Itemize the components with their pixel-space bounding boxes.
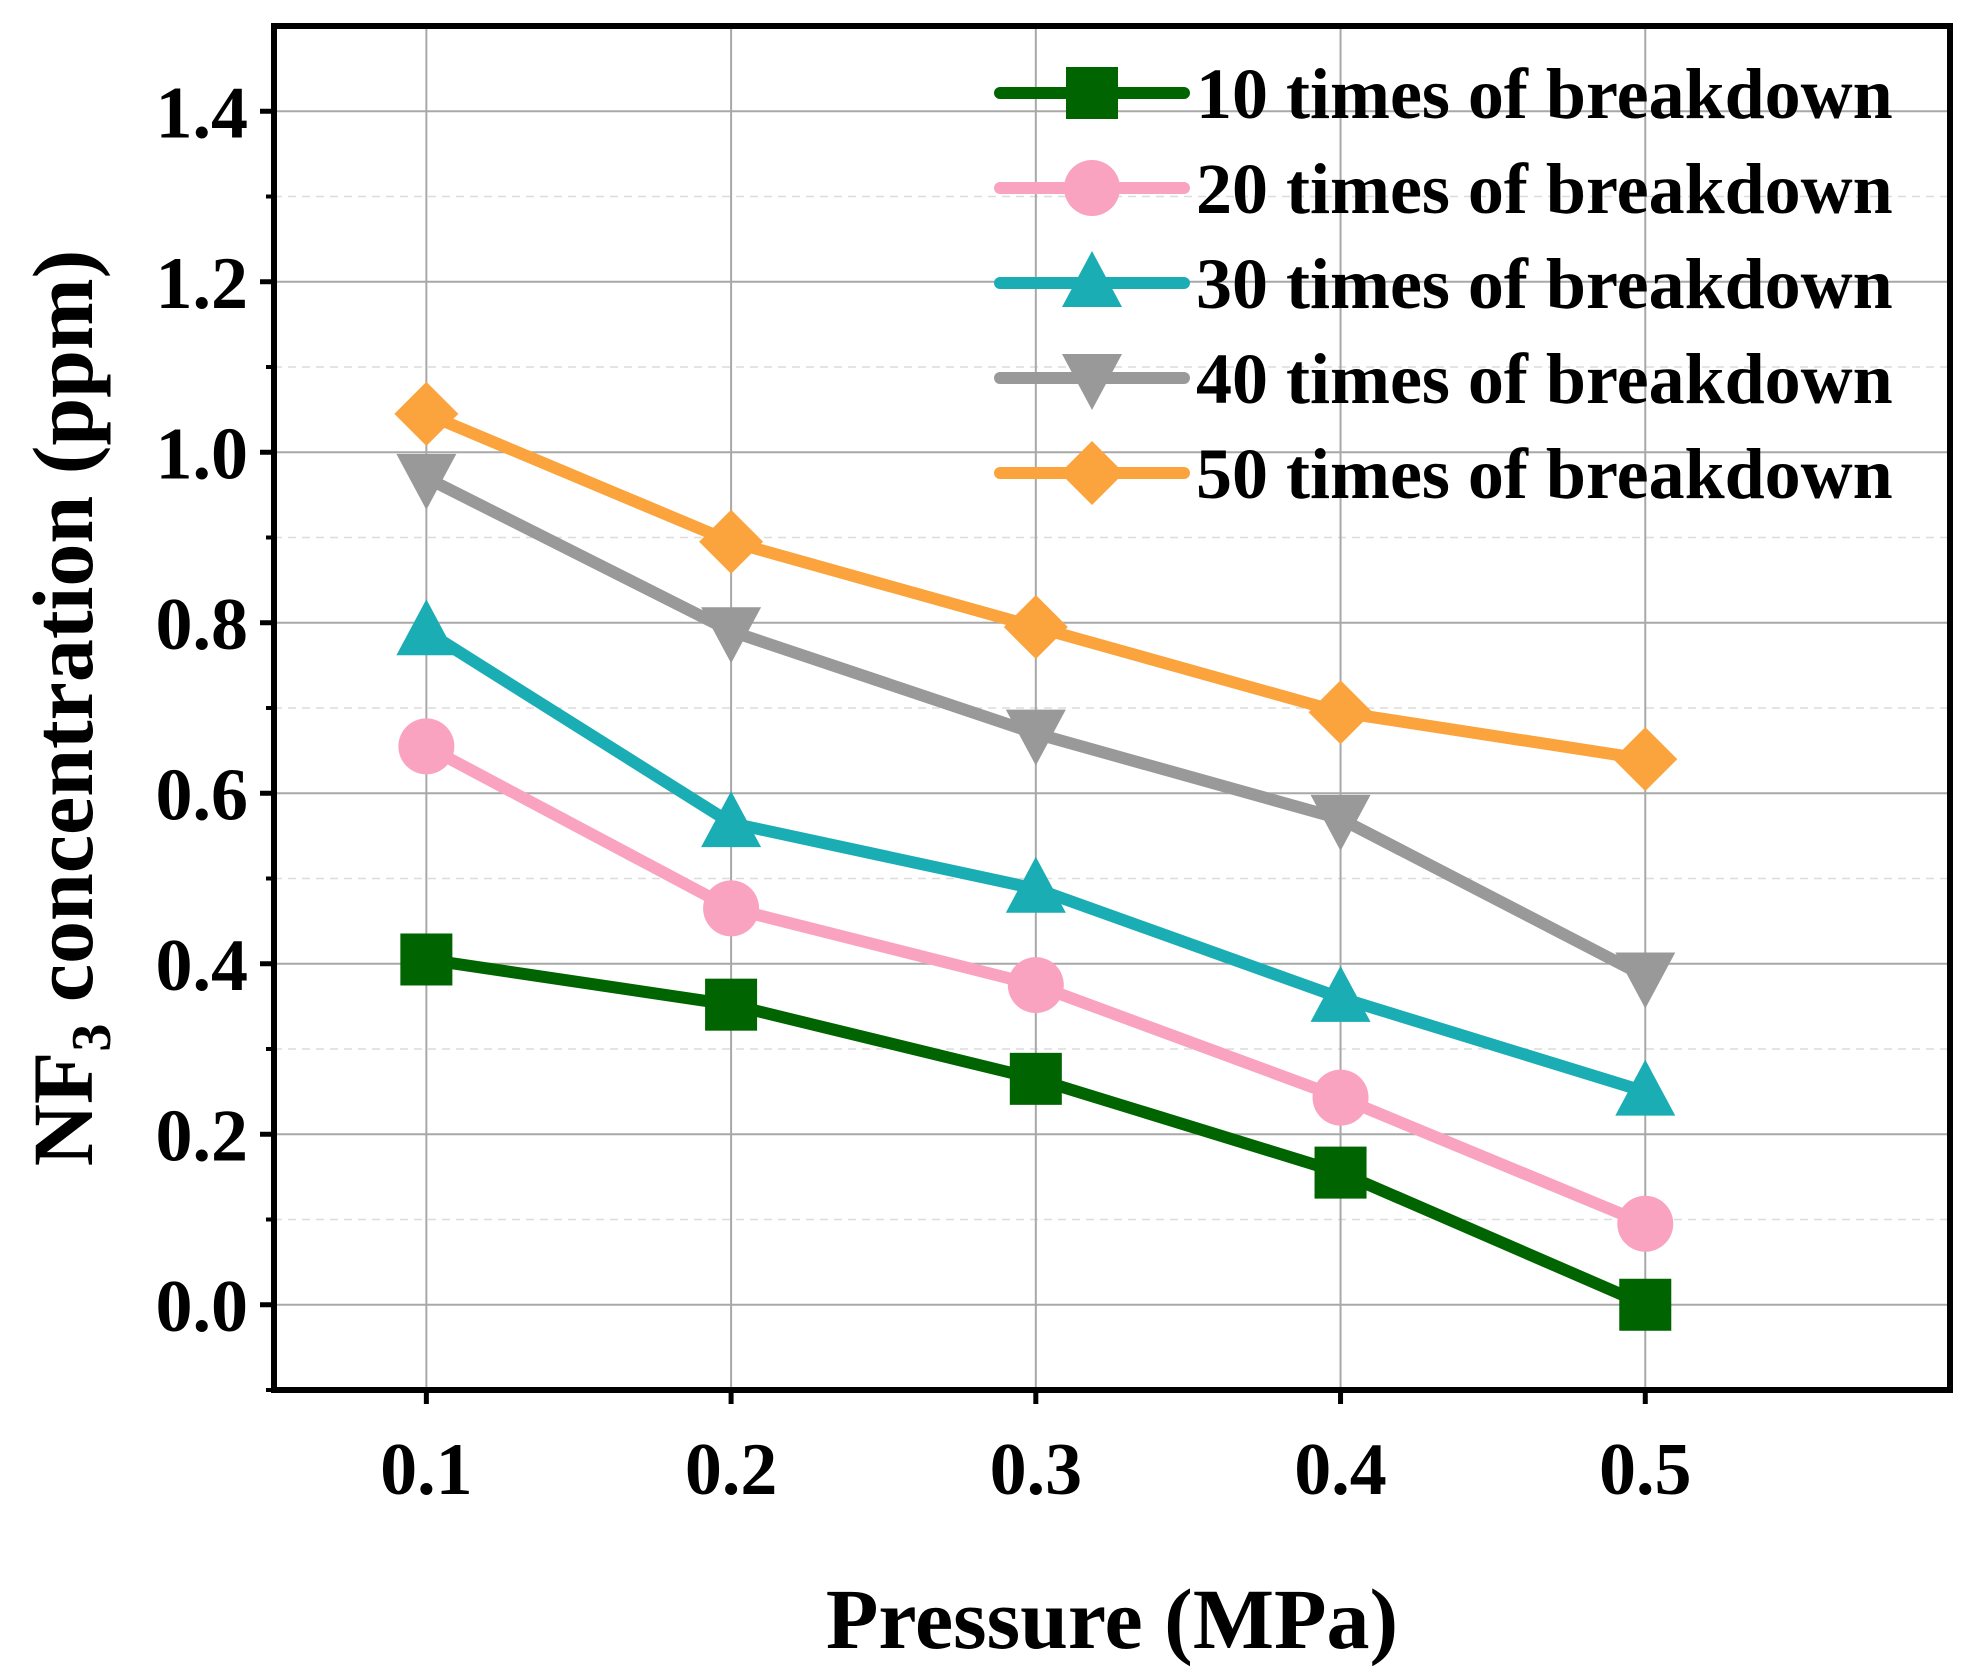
series-2 (398, 718, 1674, 1252)
y-tick-label: 1.0 (156, 413, 249, 495)
data-point (1613, 727, 1678, 792)
series-4 (396, 453, 1676, 1009)
y-tick-label: 1.2 (156, 243, 249, 325)
data-point (1312, 1069, 1369, 1126)
legend-item: 10 times of breakdown (994, 54, 1893, 134)
data-point (703, 880, 760, 937)
legend-label: 30 times of breakdown (1196, 244, 1893, 324)
x-tick-label: 0.3 (990, 1429, 1083, 1511)
y-axis-title-main: NF (15, 1052, 111, 1167)
data-point (701, 791, 762, 848)
data-point (1009, 1052, 1062, 1105)
x-tick-label: 0.2 (685, 1429, 778, 1511)
y-axis-title-subscript: 3 (61, 1024, 123, 1052)
data-point (396, 453, 457, 510)
data-point (1314, 1146, 1367, 1199)
data-point (699, 509, 764, 574)
data-point (1619, 1278, 1672, 1331)
legend-item: 50 times of breakdown (994, 434, 1893, 514)
data-point (1615, 952, 1676, 1009)
legend: 10 times of breakdown 20 times of breakdo… (994, 54, 1893, 514)
legend-label: 10 times of breakdown (1196, 54, 1893, 134)
y-tick-label: 0.8 (156, 584, 249, 666)
grid-layer (274, 26, 1950, 1391)
data-point (394, 381, 459, 446)
y-axis-title: NF3 concentration (ppm) (15, 250, 123, 1167)
data-point (705, 978, 758, 1031)
data-point (400, 933, 453, 986)
data-point (1005, 709, 1066, 766)
legend-label: 50 times of breakdown (1196, 434, 1893, 514)
data-point (1615, 1059, 1676, 1116)
series-5 (394, 381, 1678, 792)
y-tick-label: 0.0 (156, 1266, 249, 1348)
legend-marker (1060, 441, 1124, 505)
data-point (1617, 1195, 1674, 1252)
data-point (1005, 856, 1066, 913)
data-point (1003, 595, 1068, 660)
legend-item: 30 times of breakdown (994, 244, 1893, 324)
legend-marker (1064, 160, 1120, 216)
x-tick-label: 0.1 (380, 1429, 473, 1511)
series-3 (396, 599, 1676, 1116)
x-tick-label: 0.4 (1294, 1429, 1387, 1511)
x-axis-title: Pressure (MPa) (826, 1571, 1398, 1667)
y-tick-label: 0.2 (156, 1095, 249, 1177)
legend-marker (1062, 251, 1122, 307)
legend-item: 40 times of breakdown (994, 339, 1893, 419)
legend-marker (1062, 354, 1122, 410)
legend-label: 40 times of breakdown (1196, 339, 1893, 419)
data-point (1310, 794, 1371, 851)
axis-layer: 0.0 0.2 0.4 0.6 0.8 1.0 1.2 1.4 0.1 0.2 0.3 0.4 0.5 (156, 72, 1692, 1511)
data-point (396, 599, 457, 656)
y-tick-label: 1.4 (156, 72, 249, 154)
data-point (1007, 957, 1064, 1014)
y-axis-title-rest: concentration (ppm) (15, 250, 111, 1024)
legend-label: 20 times of breakdown (1196, 149, 1893, 229)
series-1 (400, 933, 1672, 1331)
data-point (701, 607, 762, 664)
legend-item: 20 times of breakdown (994, 149, 1893, 229)
series-layer (394, 381, 1678, 1331)
y-tick-label: 0.4 (156, 925, 249, 1007)
legend-marker (1066, 67, 1118, 119)
x-tick-label: 0.5 (1599, 1429, 1692, 1511)
data-point (1310, 965, 1371, 1022)
data-point (398, 718, 455, 775)
y-tick-label: 0.6 (156, 754, 249, 836)
data-point (1308, 680, 1373, 745)
